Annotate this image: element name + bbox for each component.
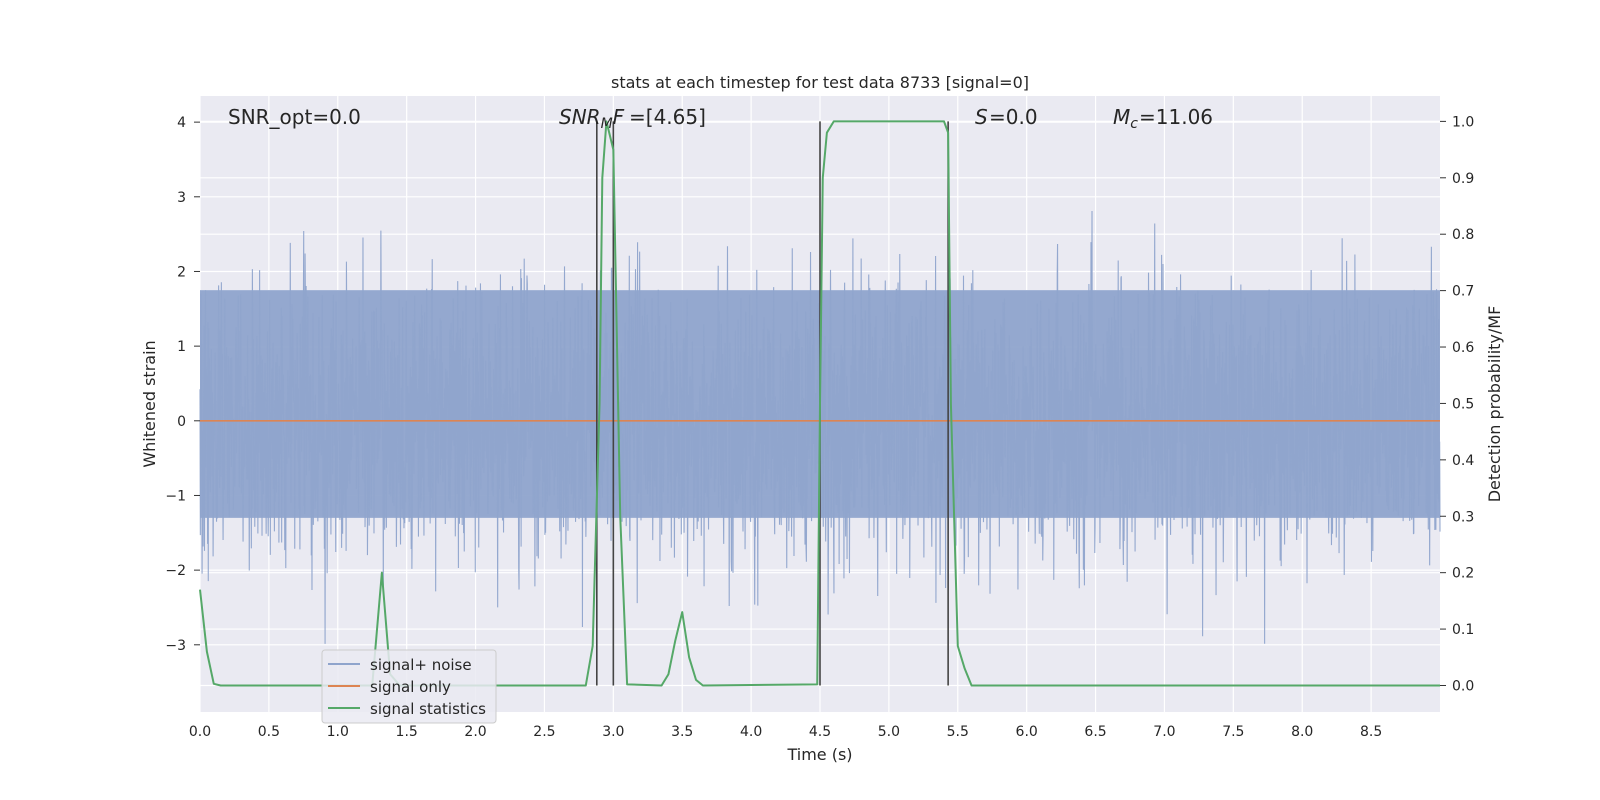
legend-box [321,649,497,724]
y-right-axis-label: Detection probability/MF [1485,306,1504,503]
y-right-axis-ticks: 0.0 0.1 0.2 0.3 0.4 0.5 0.6 0.7 0.8 0.9 1.0 [1440,114,1474,694]
y-left-tick-label: 1 [177,339,186,355]
y-left-tick-label: −2 [165,563,186,579]
y-left-tick-label: 3 [177,190,186,206]
snr-mf-value: =[4.65] [629,105,706,129]
x-tick-label: 5.5 [947,724,969,740]
x-tick-label: 6.5 [1084,724,1106,740]
x-axis-ticks: 0.0 0.5 1.0 1.5 2.0 2.5 3.0 3.5 4.0 4.5 5.0 5.5 6.0 6… [189,724,1382,740]
y-right-tick-label: 0.5 [1452,396,1474,412]
y-left-axis-label: Whitened strain [140,340,159,467]
x-tick-label: 8.5 [1360,724,1382,740]
y-right-tick-label: 0.6 [1452,340,1474,356]
x-tick-label: 4.0 [740,724,762,740]
y-left-tick-label: 4 [177,115,186,131]
y-right-tick-label: 0.9 [1452,171,1474,187]
series-signal-statistics [199,120,1440,687]
y-right-tick-label: 0.2 [1452,566,1474,582]
x-tick-label: 6.0 [1016,724,1038,740]
y-left-axis-ticks: −3 −2 −1 0 1 2 3 4 [165,115,200,654]
y-right-tick-label: 0.4 [1452,453,1474,469]
y-left-tick-label: 0 [177,414,186,430]
x-tick-label: 1.5 [396,724,418,740]
x-tick-label: 2.0 [464,724,486,740]
annotation-snr-opt: SNR_opt=0.0 [228,105,361,129]
snr-mf-symbol: SNRMF [559,105,625,132]
x-tick-label: 7.5 [1222,724,1244,740]
legend-label-signal-statistics: signal statistics [370,700,486,718]
y-right-tick-label: 0.7 [1452,284,1474,300]
s-symbol: S [975,105,988,129]
chart-title: stats at each timestep for test data 873… [611,73,1029,92]
x-tick-label: 3.0 [602,724,624,740]
x-tick-label: 8.0 [1291,724,1313,740]
annotation-s: S =0.0 [975,105,1038,129]
y-right-tick-label: 0.0 [1452,678,1474,694]
x-tick-label: 7.0 [1153,724,1175,740]
y-right-tick-label: 0.3 [1452,509,1474,525]
y-left-tick-label: 2 [177,264,186,280]
y-left-tick-label: −1 [165,488,186,504]
legend-label-signal-only: signal only [370,678,451,696]
y-left-tick-label: −3 [165,638,186,654]
annotation-mc: Mc =11.06 [1113,105,1213,132]
x-tick-label: 3.5 [671,724,693,740]
legend-label-signal-noise: signal+ noise [370,656,472,674]
x-tick-label: 1.0 [327,724,349,740]
legend: signal+ noise signal only signal statist… [321,649,497,724]
annotation-snr-mf: SNRMF =[4.65] [559,105,706,132]
y-right-tick-label: 0.8 [1452,227,1474,243]
x-tick-label: 4.5 [809,724,831,740]
x-tick-label: 0.0 [189,724,211,740]
x-axis-label: Time (s) [786,745,852,764]
mc-value: =11.06 [1139,105,1213,129]
x-tick-label: 0.5 [258,724,280,740]
y-right-tick-label: 0.1 [1452,622,1474,638]
x-tick-label: 2.5 [533,724,555,740]
x-tick-label: 5.0 [878,724,900,740]
y-right-tick-label: 1.0 [1452,114,1474,130]
signal-statistics-line [199,120,1440,687]
s-value: =0.0 [989,105,1038,129]
